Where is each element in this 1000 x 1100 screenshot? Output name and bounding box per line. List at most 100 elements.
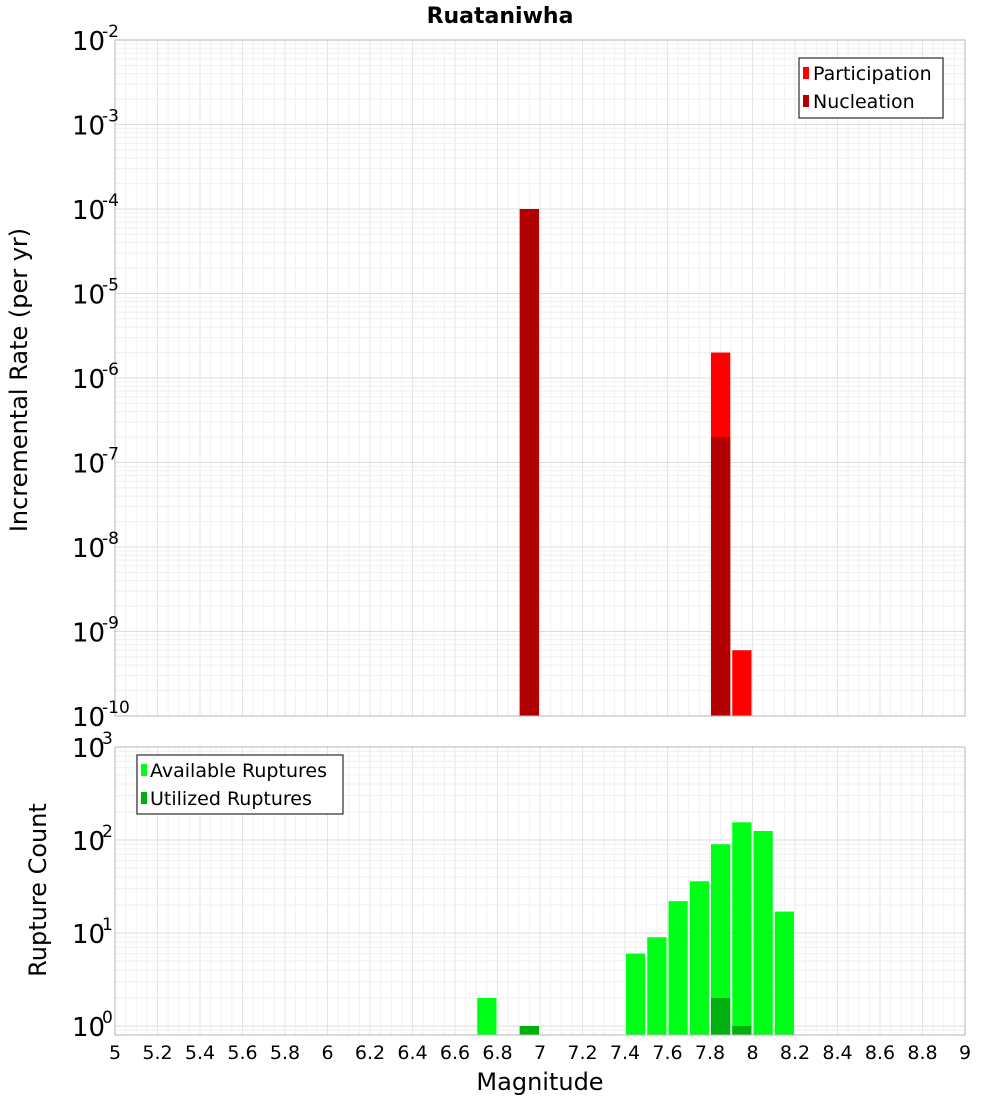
- y-tick-base: 10: [72, 1013, 105, 1043]
- y-tick-label: 101: [72, 915, 113, 950]
- x-tick-label: 5.4: [185, 1042, 215, 1064]
- available-ruptures-bar: [774, 911, 794, 1035]
- y-tick-exponent: -4: [102, 191, 119, 211]
- top-plot-bars: [519, 209, 752, 716]
- bottom-legend-box: [136, 754, 344, 815]
- nucleation-bar: [711, 437, 731, 716]
- y-tick-exponent: -2: [102, 22, 119, 42]
- y-tick-base: 10: [72, 281, 105, 311]
- x-tick-label: 8.6: [865, 1042, 895, 1064]
- top-plot-gridlines: [114, 39, 966, 717]
- y-tick-base: 10: [72, 734, 105, 764]
- bottom-plot-bars: [477, 822, 794, 1035]
- y-tick-label: 103: [72, 729, 113, 764]
- utilized-ruptures-bar: [519, 1025, 539, 1035]
- participation-legend-label: Participation: [813, 63, 932, 85]
- y-tick-base: 10: [72, 112, 105, 142]
- nucleation-legend-swatch: [803, 95, 809, 107]
- y-tick-label: 10-2: [72, 22, 119, 57]
- participation-legend-swatch: [803, 67, 809, 79]
- available-ruptures-bar: [626, 953, 646, 1035]
- y-tick-label: 10-9: [72, 614, 119, 649]
- x-tick-labels: 5 5.2 5.4 5.6 5.8 6 6.2 6.4 6.6 6.8 7 7.2 7.4 7.6 7.8 8…: [109, 1042, 971, 1064]
- x-tick-label: 7.6: [652, 1042, 682, 1064]
- y-tick-label: 100: [72, 1008, 113, 1043]
- y-tick-exponent: -5: [102, 276, 119, 296]
- top-plot-frame: [114, 39, 966, 717]
- top-legend-box: [798, 57, 944, 119]
- bottom-y-axis-label: Rupture Count: [24, 803, 52, 977]
- y-tick-base: 10: [72, 619, 105, 649]
- y-tick-label: 10-7: [72, 445, 119, 480]
- nucleation-legend-label: Nucleation: [813, 91, 915, 113]
- y-tick-exponent: 1: [102, 915, 113, 935]
- y-tick-base: 10: [72, 365, 105, 395]
- x-tick-label: 6.4: [397, 1042, 427, 1064]
- participation-bar: [732, 650, 752, 716]
- x-tick-label: 6.6: [440, 1042, 470, 1064]
- nucleation-bar: [519, 209, 539, 716]
- y-tick-exponent: 3: [102, 729, 113, 749]
- x-tick-label: 8.2: [780, 1042, 810, 1064]
- available-ruptures-bar: [689, 881, 709, 1035]
- y-tick-base: 10: [72, 920, 105, 950]
- y-tick-exponent: 2: [102, 822, 113, 842]
- y-tick-exponent: -7: [102, 445, 119, 465]
- available-ruptures-bar: [647, 937, 667, 1035]
- x-tick-label: 7.2: [567, 1042, 597, 1064]
- utilized-ruptures-legend-label: Utilized Ruptures: [150, 788, 312, 810]
- x-tick-label: 7.4: [610, 1042, 640, 1064]
- y-tick-exponent: -8: [102, 529, 119, 549]
- x-tick-label: 8.8: [907, 1042, 937, 1064]
- y-tick-base: 10: [72, 196, 105, 226]
- x-tick-label: 5.8: [270, 1042, 300, 1064]
- x-tick-label: 5.2: [142, 1042, 172, 1064]
- x-tick-label: 5: [109, 1042, 121, 1064]
- y-tick-label: 10-3: [72, 107, 119, 142]
- x-tick-label: 7: [534, 1042, 546, 1064]
- y-tick-exponent: 0: [102, 1008, 113, 1028]
- x-tick-label: 6.8: [482, 1042, 512, 1064]
- y-tick-label: 10-5: [72, 276, 119, 311]
- available-ruptures-bar: [711, 844, 731, 1035]
- y-tick-label: 10-6: [72, 360, 119, 395]
- x-tick-label: 5.6: [227, 1042, 257, 1064]
- x-axis-label: Magnitude: [476, 1068, 603, 1096]
- x-tick-label: 8.4: [822, 1042, 852, 1064]
- top-legend: Participation Nucleation: [798, 57, 944, 119]
- available-ruptures-bar: [732, 822, 752, 1035]
- y-tick-label: 10-4: [72, 191, 119, 226]
- bottom-legend: Available Ruptures Utilized Ruptures: [136, 754, 344, 815]
- y-tick-exponent: -3: [102, 107, 119, 127]
- x-tick-label: 8: [746, 1042, 758, 1064]
- y-tick-label: 10-8: [72, 529, 119, 564]
- x-tick-label: 6.2: [355, 1042, 385, 1064]
- available-ruptures-bar: [753, 830, 773, 1035]
- y-tick-base: 10: [72, 827, 105, 857]
- y-tick-exponent: -6: [102, 360, 119, 380]
- y-tick-exponent: -10: [102, 698, 130, 718]
- available-ruptures-bar: [477, 997, 497, 1035]
- utilized-ruptures-bar: [711, 997, 731, 1035]
- y-tick-label: 10-10: [72, 698, 130, 733]
- utilized-ruptures-bar: [732, 1025, 752, 1035]
- x-tick-label: 6: [321, 1042, 333, 1064]
- bottom-plot-gridlines: [114, 746, 966, 1036]
- y-tick-base: 10: [72, 703, 105, 733]
- y-tick-base: 10: [72, 534, 105, 564]
- top-y-axis-label: Incremental Rate (per yr): [5, 228, 33, 532]
- bottom-plot-frame: [114, 746, 966, 1036]
- available-ruptures-legend-label: Available Ruptures: [150, 760, 327, 782]
- available-ruptures-bar: [668, 901, 688, 1035]
- y-tick-label: 102: [72, 822, 113, 857]
- utilized-ruptures-legend-swatch: [141, 792, 147, 804]
- y-tick-base: 10: [72, 450, 105, 480]
- available-ruptures-legend-swatch: [141, 764, 147, 776]
- y-tick-base: 10: [72, 27, 105, 57]
- x-tick-label: 7.8: [695, 1042, 725, 1064]
- x-tick-label: 9: [959, 1042, 971, 1064]
- chart-title: Ruataniwha: [427, 4, 574, 29]
